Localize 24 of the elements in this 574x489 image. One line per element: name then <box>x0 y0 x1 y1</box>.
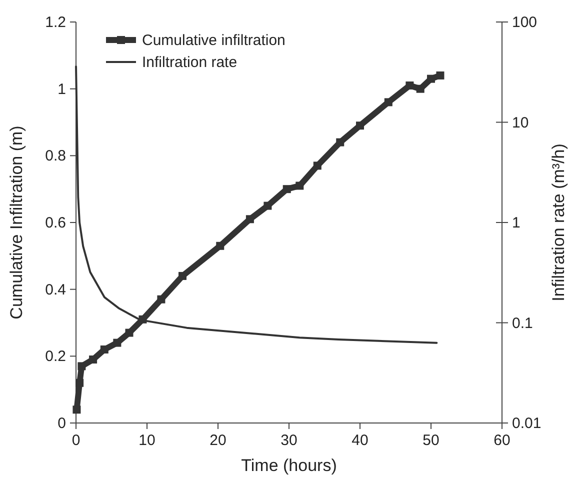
y2-tick-label: 1 <box>512 214 520 232</box>
y-axis-title: Cumulative Infiltration (m) <box>7 126 26 320</box>
y-tick-label: 0.2 <box>45 348 66 366</box>
y-tick-label: 0 <box>58 415 66 432</box>
x-tick-label: 30 <box>280 432 298 449</box>
legend-label: Cumulative infiltration <box>142 32 286 49</box>
legend-label: Infiltration rate <box>142 54 238 71</box>
x-tick-label: 60 <box>494 432 510 449</box>
x-tick-label: 40 <box>352 432 368 449</box>
y2-axis-title: Infiltration rate (m³/h) <box>549 144 568 302</box>
x-tick-label: 20 <box>210 432 226 449</box>
y-tick-label: 0.8 <box>45 148 66 165</box>
y-tick-label: 1.2 <box>45 14 66 31</box>
y-tick-label: 0.4 <box>45 281 66 298</box>
x-tick-label: 10 <box>138 432 156 449</box>
y2-tick-label: 0.1 <box>512 314 533 332</box>
y2-tick-label: 100 <box>512 14 538 31</box>
x-tick-label: 50 <box>422 432 440 449</box>
y2-tick-label: 10 <box>512 114 529 132</box>
x-axis-title: Time (hours) <box>241 456 337 475</box>
y-tick-label: 1 <box>58 80 66 98</box>
x-tick-label: 0 <box>72 432 80 449</box>
y2-tick-label: 0.01 <box>512 415 542 432</box>
y-tick-label: 0.6 <box>45 214 66 232</box>
